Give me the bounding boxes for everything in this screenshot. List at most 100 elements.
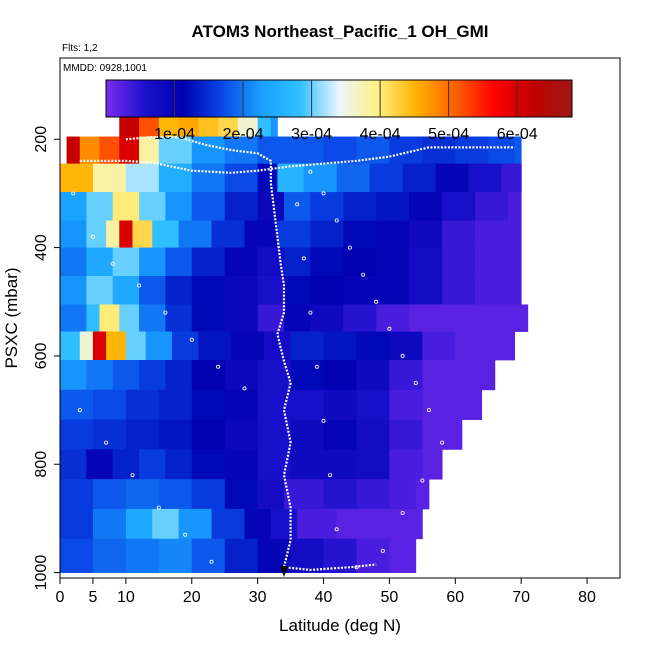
heatmap-cell [389,389,423,420]
obs-point [216,364,221,369]
heatmap-cell [112,359,140,391]
heatmap-cell [488,136,515,165]
heatmap-cell [409,304,443,332]
heatmap-cell [60,192,87,221]
heatmap-cell [92,389,127,420]
obs-point [314,364,319,369]
heatmap-cell [191,538,226,573]
heatmap-cell [92,331,107,361]
heatmap-cell [409,276,443,305]
obs-point [420,478,425,483]
obs-point [347,245,352,250]
heatmap-cell [60,247,87,277]
heatmap-cell [224,538,259,573]
heatmap-cell [369,163,403,193]
obs-point [328,473,333,478]
heatmap-cell [79,136,100,165]
heatmap-cell [343,247,377,277]
colorbar-tick-label: 6e-04 [497,126,538,143]
obs-point [308,310,313,315]
heatmap-cell [455,331,489,361]
obs-point [183,532,188,537]
heatmap-cell [409,508,423,540]
heatmap-cell [343,304,377,332]
heatmap-cell [60,389,94,420]
obs-point [361,272,366,277]
x-axis-label: Latitude (deg N) [279,616,401,635]
heatmap-cell [165,449,193,480]
colorbar-tick-label: 5e-04 [428,126,469,143]
heatmap-cell [152,508,179,540]
heatmap-cell [211,220,245,248]
flights-label: Flts: 1,2 [62,43,98,54]
heatmap-cell [99,136,120,165]
heatmap-cell [376,220,410,248]
heatmap-cell [290,449,324,480]
heatmap-cell [270,508,298,540]
heatmap-cell [191,419,226,450]
heatmap-cell [60,479,94,510]
heatmap-cell [60,220,87,248]
heatmap-cell [119,136,140,165]
heatmap-cell [323,389,357,420]
heatmap-cell [86,192,114,221]
heatmap-cell [376,508,410,540]
heatmap-cell [125,479,160,510]
heatmap-cell [356,479,390,510]
x-tick-label: 5 [88,589,97,606]
heatmap-cell [158,389,193,420]
colorbar-tick-label: 1e-04 [154,126,195,143]
heatmap-cell [336,163,371,193]
heatmap-cell [92,538,127,573]
heatmap-cell [198,331,232,361]
heatmap-cell [409,247,443,277]
heatmap-cell [66,136,81,165]
x-tick-label: 50 [381,589,399,606]
heatmap-cell [224,304,259,332]
colorbar [105,79,573,118]
heatmap-cell [323,538,357,573]
heatmap-cell [501,163,522,193]
heatmap-cell [389,419,423,450]
plot-frame [59,57,621,579]
heatmap-cell [191,247,226,277]
heatmap-cell [257,136,291,165]
obs-point [380,548,385,553]
heatmap-cell [376,304,410,332]
heatmap-cell [508,304,529,332]
flight-track [79,136,515,572]
heatmap-cell [508,192,522,221]
y-tick-label: 400 [33,234,50,261]
heatmap-cell [191,136,226,165]
heatmap-cell [422,419,463,450]
heatmap-cell [139,449,166,480]
obs-point [334,527,339,532]
heatmap-cell [409,192,443,221]
heatmap-cell [165,247,193,277]
heatmap-cell [158,136,193,165]
heatmap-cell [224,359,259,391]
obs-point [137,283,142,288]
heatmap-cell [277,163,305,193]
heatmap-cell [409,220,443,248]
heatmap-cell [145,331,173,361]
heatmap-cell [435,163,469,193]
heatmap-cell [356,389,390,420]
heatmap-cell [139,304,166,332]
heatmap-cell [125,389,160,420]
heatmap-cell [60,331,81,361]
heatmap-cell [442,220,476,248]
heatmap-cell [224,163,259,193]
heatmap-cell [60,449,87,480]
heatmap-cell [244,220,278,248]
heatmap-cell [60,359,87,391]
heatmap-cell [125,419,160,450]
heatmap-cell [178,508,212,540]
heatmap-cell [284,479,324,510]
heatmap-cell [336,508,377,540]
heatmap-cell [376,247,410,277]
heatmap-cell [356,538,390,573]
heatmap-cell [139,359,166,391]
heatmap-cell [389,479,417,510]
